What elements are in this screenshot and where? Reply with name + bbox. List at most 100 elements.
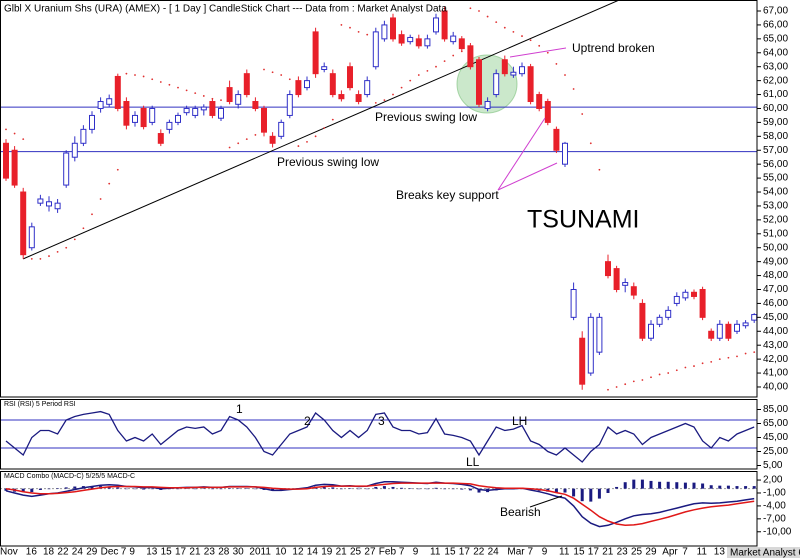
candle-body — [742, 322, 749, 327]
sar-dot — [306, 140, 308, 143]
sar-dot — [710, 361, 713, 363]
candle-body — [596, 316, 603, 353]
candle-body — [751, 314, 757, 321]
x-tick-label: Mar — [507, 547, 525, 558]
x-tick-label: 7 — [682, 547, 688, 558]
y-tick-label: 55,00 — [763, 173, 788, 184]
sar-dot — [589, 142, 592, 145]
candle-body — [97, 101, 104, 109]
sar-dot — [39, 257, 42, 260]
sar-dot — [435, 65, 437, 68]
histogram-bar — [64, 487, 68, 489]
candle-body — [536, 94, 543, 109]
x-tick-label: 12 — [292, 547, 304, 558]
sar-dot — [486, 15, 489, 18]
candle-body — [682, 291, 689, 299]
annotation: TSUNAMI — [527, 206, 640, 234]
candle-body — [372, 31, 379, 68]
histogram-bar — [391, 486, 395, 489]
histogram-bar — [322, 486, 326, 489]
candle-body — [304, 80, 310, 89]
histogram-bar — [451, 488, 455, 490]
y-tick-label: 65,00 — [763, 33, 788, 44]
sar-dot — [108, 182, 111, 185]
x-tick-label: 19 — [321, 547, 333, 558]
sar-dot — [366, 33, 369, 36]
x-tick-label: 2011 — [249, 547, 271, 558]
candle-body — [235, 94, 242, 105]
y-tick-label: 2,00 — [763, 475, 783, 486]
histogram-bar — [339, 488, 343, 490]
candle-body — [484, 101, 491, 109]
sar-dot — [56, 251, 59, 253]
candle-body — [605, 261, 611, 277]
sar-dot — [99, 198, 102, 200]
sar-dot — [340, 24, 343, 26]
candle-body — [63, 152, 70, 186]
candle-body — [106, 98, 113, 105]
candle-body — [226, 87, 233, 103]
histogram-bar — [563, 488, 567, 493]
sar-dot — [202, 95, 205, 97]
histogram-bar — [554, 488, 558, 493]
annotation: LH — [512, 414, 527, 428]
histogram-bar — [374, 486, 378, 489]
candle-body — [630, 286, 637, 296]
candle-body — [347, 66, 353, 89]
candle-body — [699, 288, 706, 318]
candle-body — [269, 135, 276, 144]
y-tick-label: 42,00 — [763, 354, 788, 365]
sar-dot — [521, 35, 523, 37]
y-tick-label: 65,00 — [763, 418, 788, 429]
sar-dot — [82, 227, 85, 230]
candle-body — [587, 316, 594, 374]
candle-body — [364, 80, 371, 96]
histogram-bar — [726, 485, 730, 489]
candle-body — [381, 24, 388, 40]
histogram-bar — [124, 488, 128, 490]
y-tick-label: -4,00 — [763, 501, 786, 512]
histogram-bar — [752, 486, 756, 489]
x-tick-label: Feb — [379, 547, 397, 558]
histogram-bar — [400, 487, 404, 489]
sar-dot — [607, 388, 609, 391]
candle-body — [398, 34, 405, 44]
sar-dot — [469, 7, 472, 10]
histogram-bar — [597, 488, 601, 499]
rsi-panel — [0, 410, 757, 463]
chart-title: Glbl X Uranium Shs (URA) (AMEX) - [ 1 Da… — [4, 4, 447, 15]
candle-body — [716, 323, 723, 339]
sar-dot — [409, 79, 412, 82]
candle-body — [286, 94, 293, 116]
sar-dot — [546, 51, 549, 54]
y-tick-label: 53,00 — [763, 201, 788, 212]
candle-body — [570, 288, 577, 318]
histogram-bar — [90, 486, 94, 489]
candle-body — [157, 133, 164, 144]
histogram-bar — [331, 487, 335, 489]
candle-body — [312, 31, 319, 75]
sar-dot — [185, 89, 188, 92]
histogram-bar — [589, 488, 593, 502]
footer-box — [727, 547, 800, 558]
candle-body — [501, 59, 508, 75]
sar-dot — [220, 99, 222, 102]
sar-dot — [693, 365, 695, 367]
x-tick-label: 11 — [697, 547, 708, 558]
histogram-bar — [348, 488, 352, 489]
histogram-bar — [572, 488, 576, 497]
histogram-bar — [425, 488, 429, 490]
sar-dot — [400, 86, 403, 89]
sar-dot — [349, 26, 351, 29]
candle-body — [278, 121, 285, 137]
x-tick-label: 7 — [528, 547, 534, 558]
y-tick-label: 40,00 — [763, 382, 788, 393]
sar-dot — [460, 50, 463, 53]
sar-dot — [667, 372, 670, 374]
sar-dot — [624, 383, 627, 386]
sar-dot — [512, 30, 515, 33]
footer: Market Analyst 6 — [730, 548, 800, 558]
x-tick-label: 15 — [161, 547, 173, 558]
histogram-bar — [408, 488, 412, 489]
sar-dot — [555, 63, 558, 65]
